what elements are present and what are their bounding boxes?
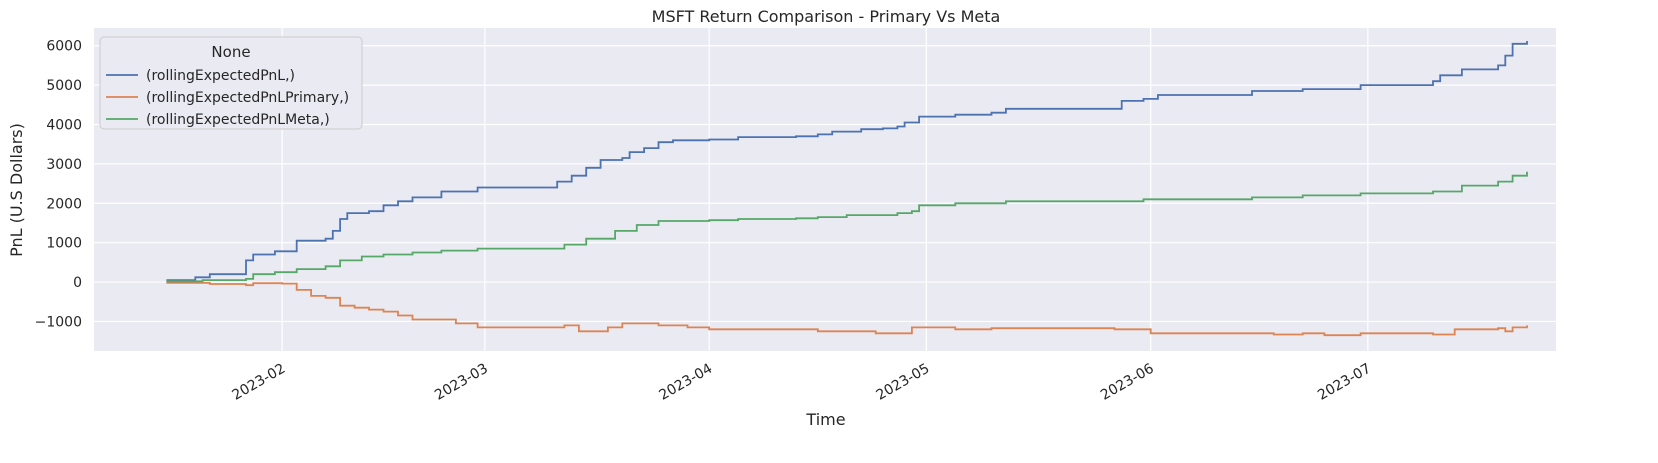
x-tick-label: 2023-06 — [1098, 361, 1157, 404]
y-tick-label: 5000 — [46, 78, 82, 94]
series-line-1 — [166, 41, 1528, 281]
y-axis-label: PnL (U.S Dollars) — [7, 123, 26, 257]
series-line-2 — [166, 282, 1528, 337]
legend-label: (rollingExpectedPnLPrimary,) — [146, 90, 349, 106]
legend-title: None — [211, 43, 250, 61]
x-axis-label: Time — [805, 410, 845, 429]
x-tick-label: 2023-03 — [432, 361, 491, 404]
y-tick-label: 1000 — [46, 236, 82, 252]
y-tick-label: 3000 — [46, 157, 82, 173]
legend-label: (rollingExpectedPnL,) — [146, 68, 295, 84]
series-line-3 — [166, 171, 1528, 283]
legend-label: (rollingExpectedPnLMeta,) — [146, 112, 330, 128]
x-tick-label: 2023-02 — [230, 361, 289, 404]
y-tick-label: 0 — [73, 275, 82, 291]
series-lines — [166, 41, 1528, 337]
x-tick-label: 2023-05 — [874, 361, 933, 404]
legend-box — [99, 36, 363, 130]
y-tick-label: 2000 — [46, 196, 82, 212]
y-tick-label: 6000 — [46, 39, 82, 55]
y-tick-label: −1000 — [35, 314, 82, 330]
x-tick-label: 2023-04 — [657, 361, 716, 404]
chart-title: MSFT Return Comparison - Primary Vs Meta — [652, 7, 1001, 26]
legend: None (rollingExpectedPnL,)(rollingExpect… — [99, 36, 363, 130]
y-tick-label: 4000 — [46, 118, 82, 134]
legend-entries: (rollingExpectedPnL,) (rollingExpectedPnL… — [106, 68, 349, 128]
x-tick-label: 2023-07 — [1315, 361, 1374, 404]
